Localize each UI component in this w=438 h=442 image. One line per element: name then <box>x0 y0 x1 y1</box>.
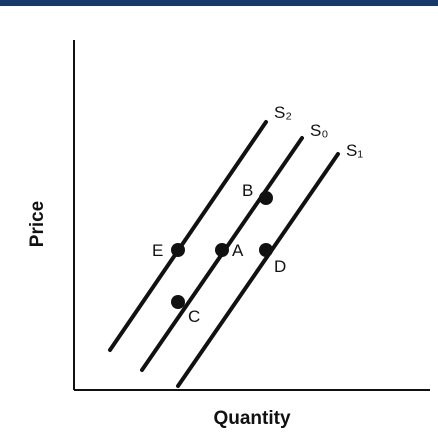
point-label-d: D <box>274 257 286 276</box>
equilibrium-point-labels: E A D B C <box>152 181 286 326</box>
point-e <box>171 243 185 257</box>
point-label-b: B <box>242 181 253 200</box>
y-axis-label: Price <box>27 201 48 247</box>
supply-curve-labels: S₂ S₀ S₁ <box>274 103 363 160</box>
x-axis-label: Quantity <box>213 408 290 429</box>
point-label-e: E <box>152 241 163 260</box>
point-c <box>171 295 185 309</box>
point-label-c: C <box>188 307 200 326</box>
supply-curve-2 <box>176 152 340 388</box>
point-a <box>215 243 229 257</box>
supply-curve-label-2: S₁ <box>346 141 363 160</box>
supply-curve-0 <box>108 120 268 352</box>
point-d <box>259 243 273 257</box>
supply-curve-label-1: S₀ <box>310 121 328 140</box>
point-b <box>259 191 273 205</box>
point-label-a: A <box>232 241 244 260</box>
equilibrium-points <box>171 191 273 309</box>
top-border-bar <box>0 0 438 6</box>
supply-curve-label-0: S₂ <box>274 103 292 122</box>
